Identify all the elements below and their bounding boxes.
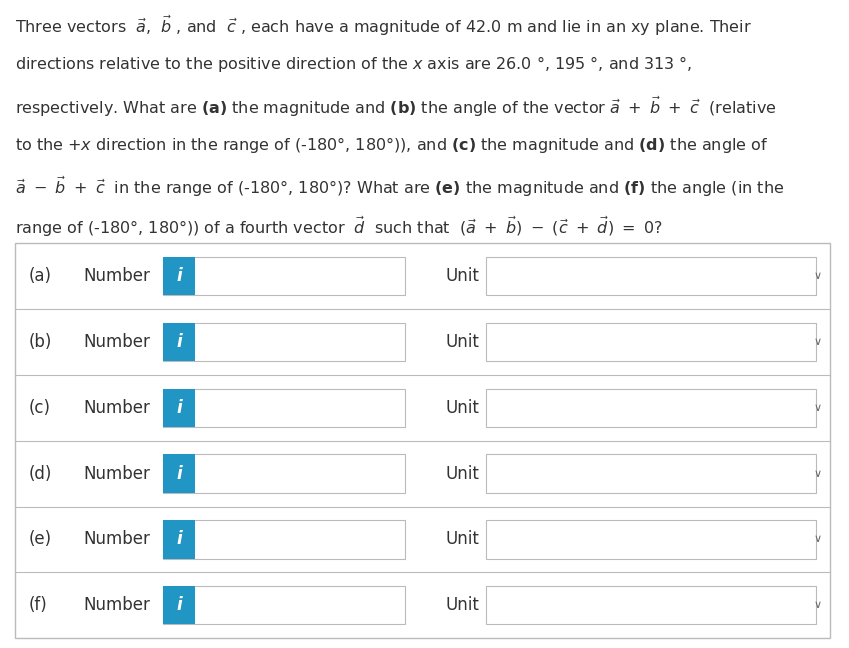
Text: Unit: Unit <box>446 596 480 614</box>
Text: Number: Number <box>83 596 150 614</box>
Bar <box>486 520 816 559</box>
Bar <box>163 389 195 427</box>
Text: Three vectors  $\vec{a}$,  $\vec{b}$ , and  $\vec{c}$ , each have a magnitude of: Three vectors $\vec{a}$, $\vec{b}$ , and… <box>15 14 752 38</box>
Text: Number: Number <box>83 267 150 285</box>
Text: respectively. What are $\mathbf{(a)}$ the magnitude and $\mathbf{(b)}$ the angle: respectively. What are $\mathbf{(a)}$ th… <box>15 95 777 119</box>
Text: (c): (c) <box>29 399 51 417</box>
Text: Number: Number <box>83 399 150 417</box>
Bar <box>486 389 816 427</box>
Text: Unit: Unit <box>446 531 480 548</box>
Text: (b): (b) <box>29 333 53 351</box>
Text: i: i <box>177 596 182 614</box>
Text: ∨: ∨ <box>813 337 822 347</box>
Text: Number: Number <box>83 465 150 483</box>
Text: i: i <box>177 333 182 351</box>
Bar <box>15 243 830 638</box>
Text: (d): (d) <box>29 465 53 483</box>
Bar <box>163 586 405 625</box>
Bar <box>163 520 195 559</box>
Bar <box>163 586 195 625</box>
Bar <box>486 323 816 361</box>
Bar <box>486 586 816 625</box>
Bar <box>163 389 405 427</box>
Bar <box>163 257 405 295</box>
Text: ∨: ∨ <box>813 469 822 479</box>
Text: ∨: ∨ <box>813 402 822 413</box>
Bar <box>486 454 816 492</box>
Text: (f): (f) <box>29 596 48 614</box>
Text: i: i <box>177 399 182 417</box>
Text: Unit: Unit <box>446 267 480 285</box>
Text: Unit: Unit <box>446 465 480 483</box>
Text: i: i <box>177 531 182 548</box>
Text: ∨: ∨ <box>813 271 822 281</box>
Text: range of (-180°, 180°)) of a fourth vector  $\vec{d}$  such that  $(\vec{a}\ +\ : range of (-180°, 180°)) of a fourth vect… <box>15 215 663 239</box>
Text: $\vec{a}\ -\ \vec{b}\ +\ \vec{c}$  in the range of (-180°, 180°)? What are $\mat: $\vec{a}\ -\ \vec{b}\ +\ \vec{c}$ in the… <box>15 175 784 199</box>
Bar <box>163 454 195 492</box>
Text: Unit: Unit <box>446 333 480 351</box>
Text: (a): (a) <box>29 267 52 285</box>
Text: Unit: Unit <box>446 399 480 417</box>
Bar <box>486 257 816 295</box>
Text: to the +$x$ direction in the range of (-180°, 180°)), and $\mathbf{(c)}$ the mag: to the +$x$ direction in the range of (-… <box>15 135 768 155</box>
Text: i: i <box>177 465 182 483</box>
Bar <box>163 454 405 492</box>
Text: ∨: ∨ <box>813 600 822 610</box>
Text: i: i <box>177 267 182 285</box>
Bar <box>163 323 405 361</box>
Text: (e): (e) <box>29 531 52 548</box>
Text: Number: Number <box>83 531 150 548</box>
Text: Number: Number <box>83 333 150 351</box>
Bar <box>163 257 195 295</box>
Text: ∨: ∨ <box>813 535 822 544</box>
Bar <box>163 520 405 559</box>
Text: directions relative to the positive direction of the $x$ axis are 26.0 °, 195 °,: directions relative to the positive dire… <box>15 54 693 75</box>
Bar <box>163 323 195 361</box>
